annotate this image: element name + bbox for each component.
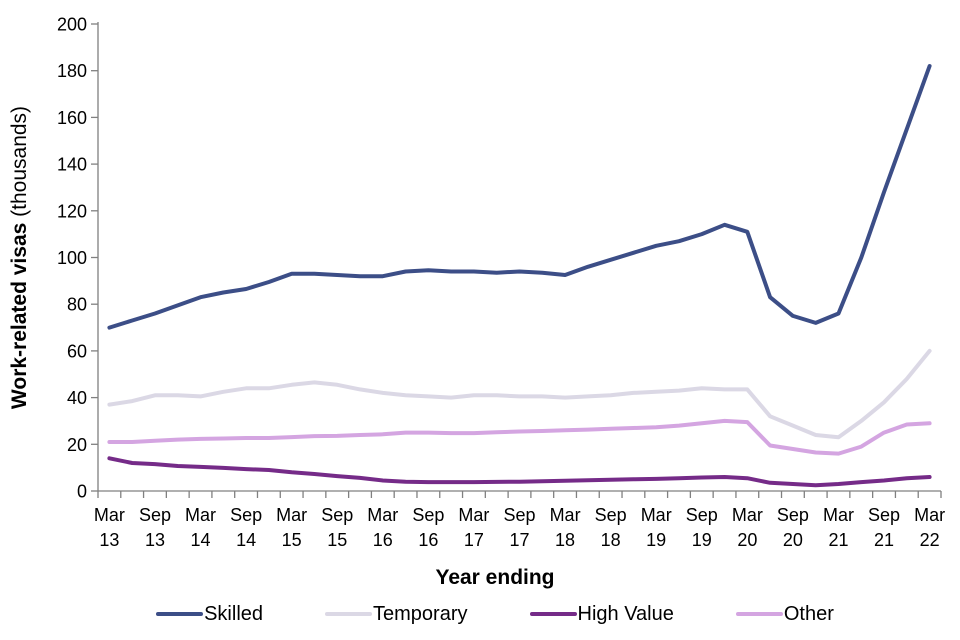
x-tick-label-year: 19 <box>692 530 712 550</box>
x-tick-label-year: 15 <box>327 530 347 550</box>
legend-swatch-high-value <box>529 611 577 617</box>
x-tick-label-month: Mar <box>458 505 489 525</box>
x-tick-label-year: 16 <box>418 530 438 550</box>
y-axis-title: Work-related visas (thousands) <box>8 24 34 491</box>
x-tick-label-year: 13 <box>99 530 119 550</box>
legend-label-high-value: High Value <box>577 602 674 625</box>
y-tick-label: 200 <box>57 14 87 34</box>
x-tick-label-year: 14 <box>236 530 256 550</box>
x-tick-label-month: Sep <box>595 505 627 525</box>
legend-item-high-value: High Value <box>529 602 674 626</box>
x-tick-label-month: Mar <box>914 505 945 525</box>
x-tick-label-month: Sep <box>412 505 444 525</box>
x-tick-label-month: Mar <box>185 505 216 525</box>
y-tick-label: 60 <box>67 341 87 361</box>
legend: Skilled Temporary High Value Other <box>30 601 960 627</box>
x-tick-label-month: Mar <box>276 505 307 525</box>
y-tick-label: 20 <box>67 435 87 455</box>
x-tick-label-year: 16 <box>373 530 393 550</box>
y-tick-label: 120 <box>57 201 87 221</box>
x-tick-label-year: 22 <box>920 530 940 550</box>
x-tick-label-month: Sep <box>777 505 809 525</box>
y-tick-label: 100 <box>57 248 87 268</box>
legend-label-skilled: Skilled <box>204 602 264 625</box>
y-tick-label: 180 <box>57 61 87 81</box>
legend-item-other: Other <box>735 602 834 626</box>
legend-label-temporary: Temporary <box>373 602 468 625</box>
series-line-other <box>107 418 932 456</box>
legend-item-skilled: Skilled <box>156 603 263 626</box>
x-tick-label-year: 18 <box>555 530 575 550</box>
y-tick-label: 40 <box>67 388 87 408</box>
x-tick-label-month: Sep <box>139 505 171 525</box>
x-tick-label-year: 20 <box>737 530 757 550</box>
legend-item-temporary: Temporary <box>325 602 468 626</box>
x-tick-label-year: 21 <box>874 530 894 550</box>
x-tick-label-year: 20 <box>783 530 803 550</box>
x-tick-label-month: Sep <box>230 505 262 525</box>
x-tick-label-year: 19 <box>646 530 666 550</box>
x-tick-label-year: 17 <box>509 530 529 550</box>
legend-swatch-skilled <box>156 611 204 617</box>
x-tick-label-month: Mar <box>732 505 763 525</box>
legend-label-other: Other <box>783 602 834 625</box>
x-tick-label-month: Mar <box>550 505 581 525</box>
x-tick-label-month: Mar <box>823 505 854 525</box>
y-tick-label: 160 <box>57 108 87 128</box>
x-tick-label-year: 17 <box>464 530 484 550</box>
x-tick-label-month: Sep <box>686 505 718 525</box>
series-line-high-value <box>107 456 932 488</box>
x-axis-title: Year ending <box>435 566 555 589</box>
x-tick-label-month: Sep <box>868 505 900 525</box>
x-tick-label-year: 13 <box>145 530 165 550</box>
y-tick-label: 80 <box>67 295 87 315</box>
x-tick-label-year: 21 <box>828 530 848 550</box>
x-tick-label-month: Sep <box>503 505 535 525</box>
y-axis-title-main: Work-related visas <box>8 222 31 410</box>
y-tick-label: 0 <box>77 481 87 501</box>
y-axis-title-unit: (thousands) <box>8 105 31 217</box>
x-tick-label-month: Mar <box>367 505 398 525</box>
x-tick-label-year: 14 <box>191 530 211 550</box>
y-tick-label: 140 <box>57 155 87 175</box>
legend-swatch-other <box>735 611 783 617</box>
x-tick-label-month: Mar <box>641 505 672 525</box>
x-tick-label-month: Sep <box>321 505 353 525</box>
x-tick-label-month: Mar <box>94 505 125 525</box>
series-line-skilled <box>107 64 932 330</box>
series-line-temporary <box>107 348 932 440</box>
x-tick-label-year: 15 <box>282 530 302 550</box>
legend-swatch-temporary <box>325 611 373 617</box>
x-tick-label-year: 18 <box>601 530 621 550</box>
